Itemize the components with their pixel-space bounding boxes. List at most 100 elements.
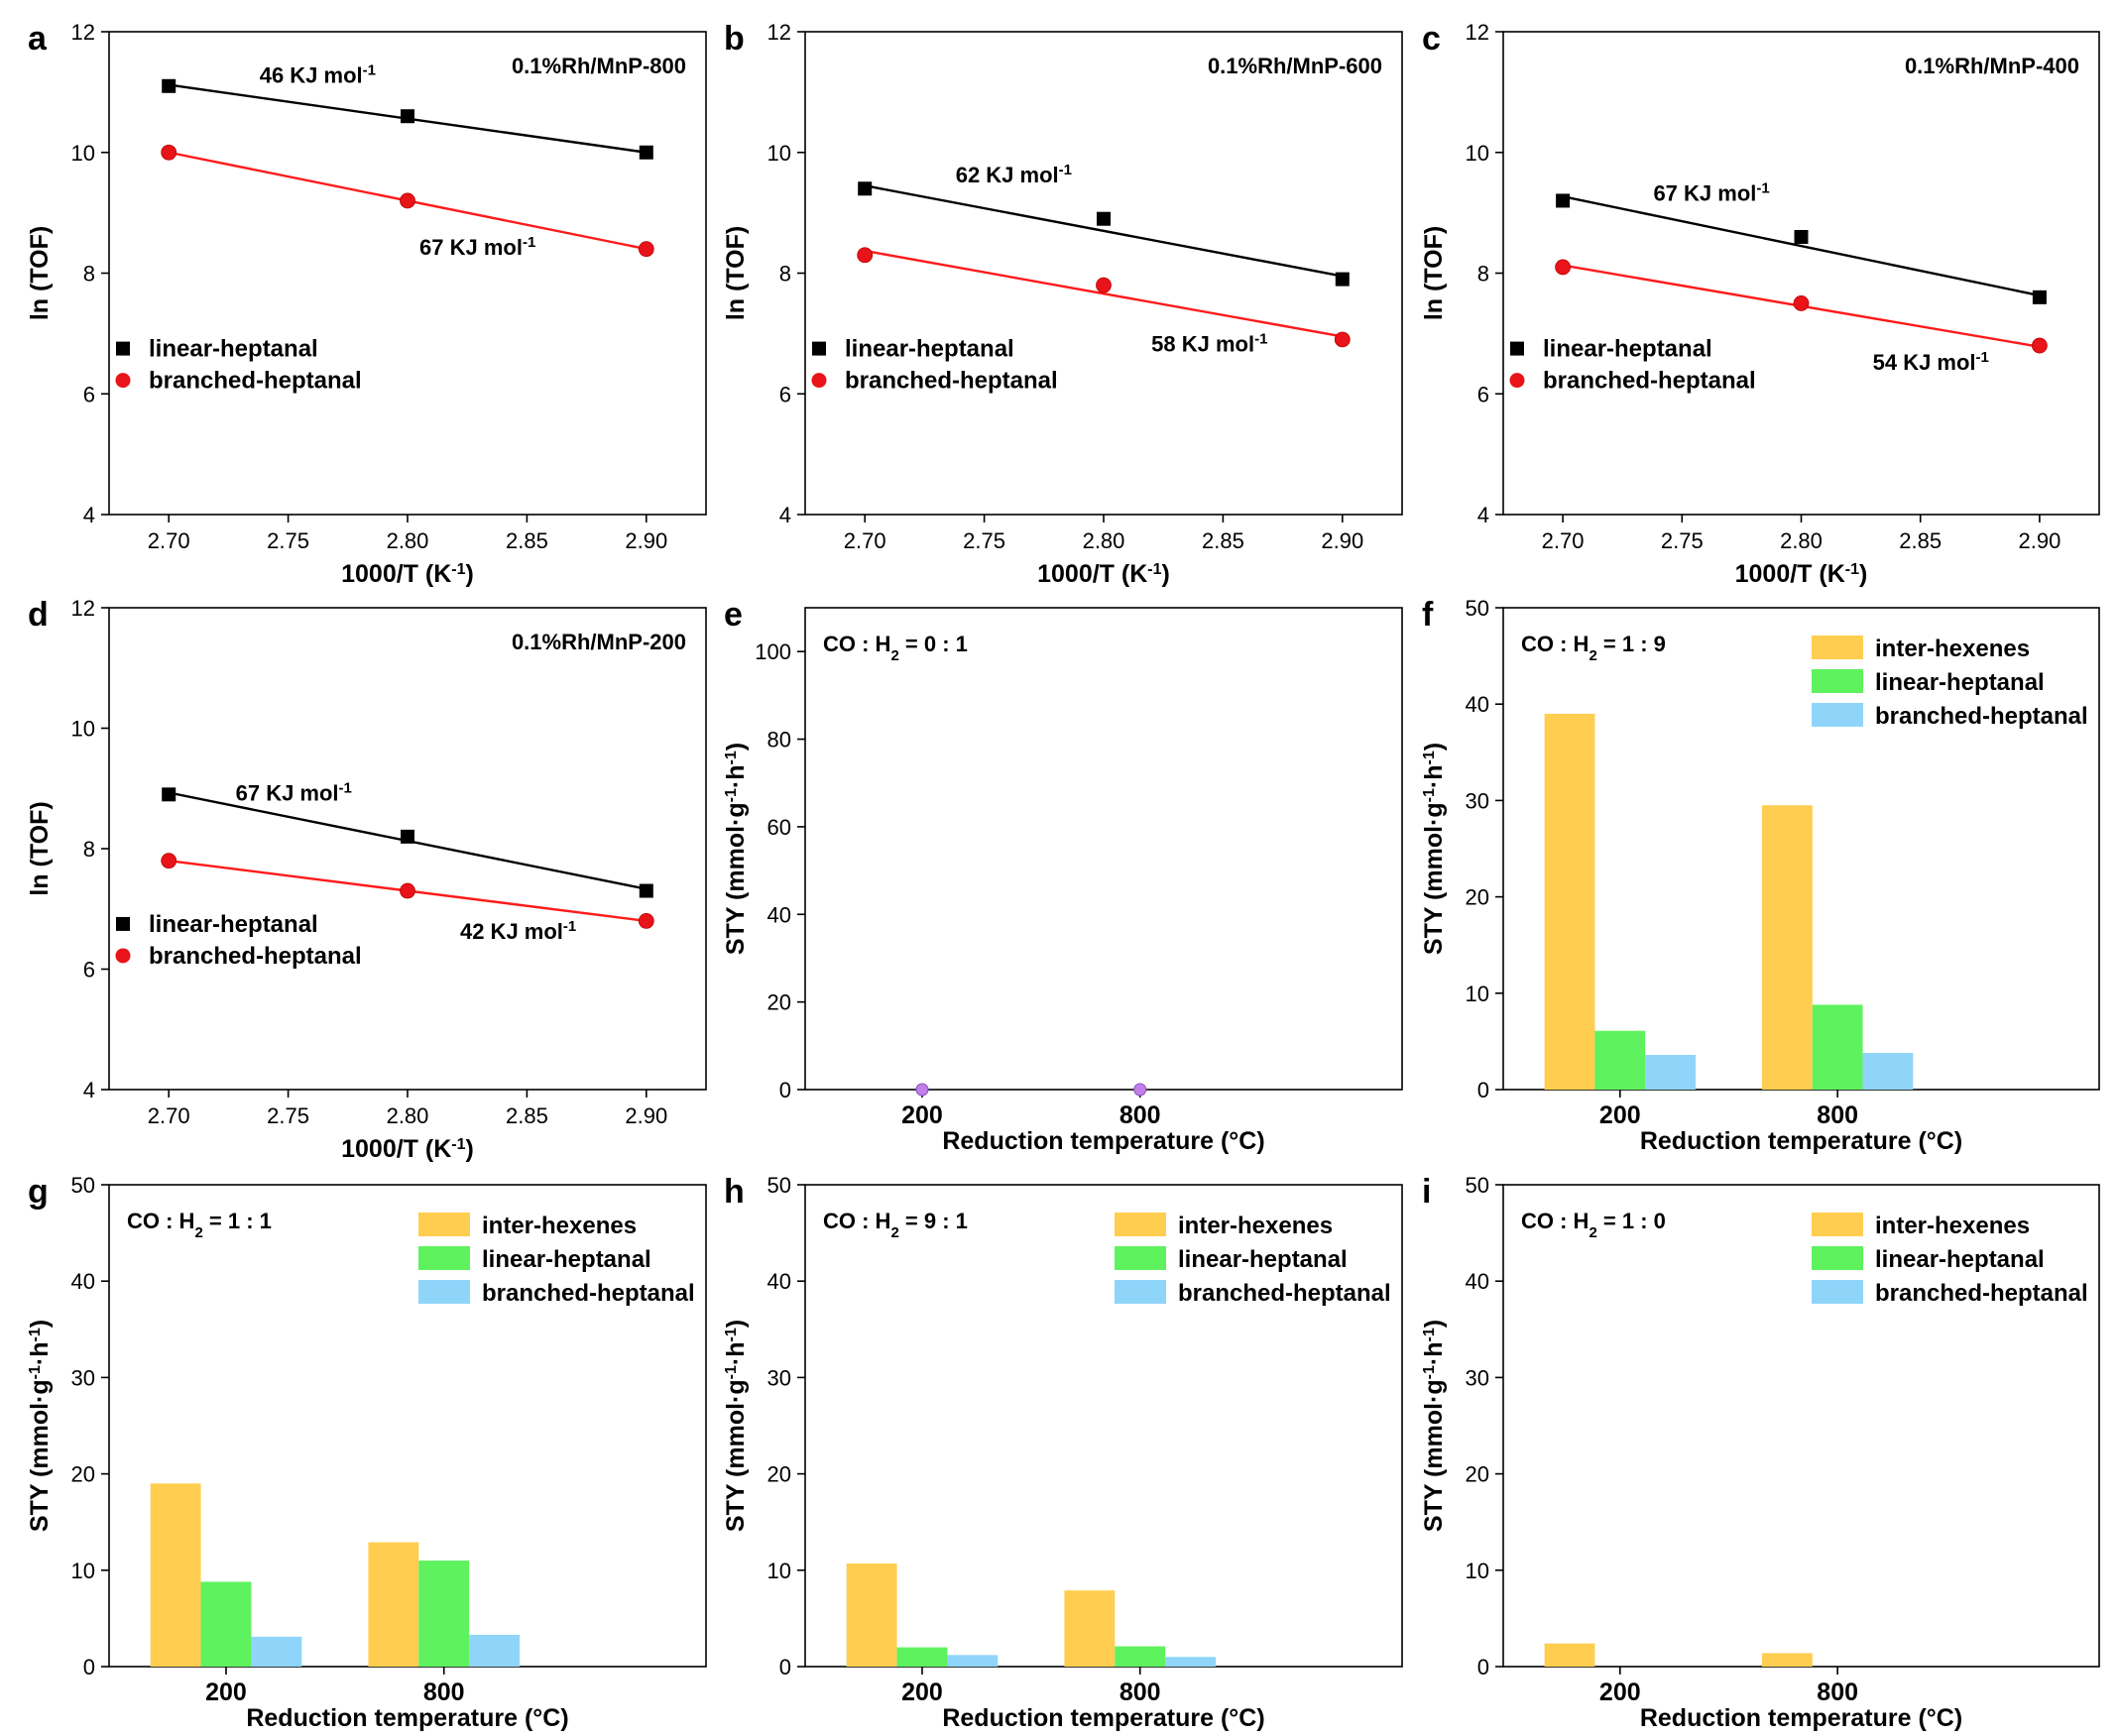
x-axis-title: 1000/T (K-1) [1037, 560, 1170, 588]
y-tick-label: 6 [779, 382, 791, 406]
x-tick-label: 2.80 [387, 528, 429, 553]
condition-label: CO : H2 = 1 : 1 [127, 1209, 272, 1241]
y-tick-label: 6 [83, 382, 95, 406]
panel-letter-d: d [28, 596, 49, 634]
legend-swatch [418, 1213, 470, 1236]
activation-energy-label: 46 KJ mol-1 [260, 61, 376, 88]
y-tick-label: 20 [767, 990, 791, 1015]
panel-d: d 4 6 8 10 12 2.70 2.75 2.80 2.85 2.90 1000/T (K-1)… [26, 596, 707, 1163]
sample-label: 0.1%Rh/MnP-800 [512, 54, 686, 78]
y-axis-title: STY (mmol·g-1·h-1) [1420, 1320, 1448, 1532]
y-tick-label: 4 [83, 503, 95, 527]
legend-swatch [1812, 669, 1863, 693]
activation-energy-label: 67 KJ mol-1 [236, 779, 352, 806]
y-tick-label: 40 [767, 902, 791, 927]
y-tick-label: 40 [71, 1269, 95, 1294]
legend-swatch [1812, 636, 1863, 659]
legend-label: linear-heptanal [482, 1246, 651, 1273]
plot-frame [108, 607, 707, 1091]
data-point-linear [401, 109, 414, 124]
x-axis-title: 1000/T (K-1) [341, 1135, 474, 1163]
y-axis-title: ln (TOF) [26, 801, 54, 895]
zero-value-marker [915, 1083, 929, 1097]
x-tick-label: 2.80 [1780, 528, 1823, 553]
data-point-branched [161, 853, 177, 869]
y-tick-label: 12 [1466, 20, 1489, 45]
x-category-label: 800 [423, 1678, 465, 1706]
y-tick-label: 20 [767, 1462, 791, 1487]
x-category-label: 800 [1817, 1101, 1858, 1129]
x-tick-label: 2.85 [506, 528, 548, 553]
x-category-label: 200 [1599, 1678, 1641, 1706]
legend-label: branched-heptanal [1875, 1280, 2088, 1307]
bar-branched-heptanal [1862, 1053, 1914, 1090]
panel-letter-b: b [724, 20, 745, 58]
x-axis-title: Reduction temperature (°C) [246, 1704, 568, 1732]
x-category-label: 200 [1599, 1101, 1641, 1129]
panel-letter-i: i [1422, 1173, 1431, 1211]
legend-label: branched-heptanal [845, 368, 1058, 395]
y-tick-label: 20 [71, 1462, 95, 1487]
activation-energy-label: 67 KJ mol-1 [419, 234, 535, 261]
y-tick-label: 10 [71, 1559, 95, 1583]
y-tick-label: 10 [1466, 141, 1489, 166]
y-tick-label: 30 [767, 1365, 791, 1390]
data-point-linear [1335, 272, 1350, 287]
y-tick-label: 10 [71, 141, 95, 166]
legend-marker-branched [1509, 373, 1525, 389]
bar-linear-heptanal [418, 1561, 470, 1667]
zero-value-marker [1133, 1083, 1147, 1097]
y-tick-label: 4 [779, 503, 791, 527]
panel-letter-c: c [1422, 20, 1441, 58]
panel-letter-h: h [724, 1173, 745, 1211]
y-tick-label: 12 [767, 20, 791, 45]
x-tick-label: 2.85 [1202, 528, 1244, 553]
legend-swatch [1115, 1213, 1166, 1236]
legend-label: branched-heptanal [1875, 703, 2088, 730]
x-tick-label: 2.70 [844, 528, 886, 553]
bar-branched-heptanal [947, 1655, 999, 1667]
y-tick-label: 6 [83, 958, 95, 983]
activation-energy-label: 62 KJ mol-1 [956, 162, 1072, 188]
legend-swatch [418, 1280, 470, 1304]
y-tick-label: 8 [83, 262, 95, 287]
legend-label: branched-heptanal [482, 1280, 695, 1307]
legend-label: linear-heptanal [1875, 669, 2045, 696]
x-tick-label: 2.80 [1083, 528, 1125, 553]
legend-label: linear-heptanal [1875, 1246, 2045, 1273]
data-point-branched [638, 913, 654, 929]
plot-frame [1502, 31, 2100, 516]
panel-letter-g: g [28, 1173, 49, 1211]
y-axis-title: STY (mmol·g-1·h-1) [26, 1320, 54, 1532]
y-tick-label: 8 [1477, 262, 1489, 287]
legend-marker-linear [116, 916, 130, 931]
data-point-linear [1556, 193, 1571, 208]
bar-inter-hexenes [1544, 713, 1595, 1090]
y-axis-title: ln (TOF) [722, 226, 750, 320]
fit-line-linear [1562, 195, 2041, 297]
y-tick-label: 10 [1466, 982, 1489, 1006]
data-point-branched [400, 192, 415, 209]
panel-a: a 4 6 8 10 12 2.70 2.75 2.80 2.85 2.90 1000/T (K-1)… [26, 20, 707, 588]
y-tick-label: 0 [779, 1655, 791, 1679]
y-tick-label: 20 [1466, 1462, 1489, 1487]
legend-marker-linear [116, 341, 130, 356]
panel-letter-e: e [724, 596, 743, 634]
y-tick-label: 0 [1477, 1078, 1489, 1102]
fit-line-branched [864, 249, 1344, 338]
legend-swatch [1812, 1280, 1863, 1304]
panel-c: c 4 6 8 10 12 2.70 2.75 2.80 2.85 2.90 1000/T (K-1)… [1420, 20, 2100, 588]
data-point-branched [1793, 295, 1810, 311]
data-point-linear [1794, 229, 1809, 244]
bar-linear-heptanal [1812, 1004, 1863, 1090]
x-category-label: 200 [205, 1678, 247, 1706]
y-tick-label: 30 [1466, 788, 1489, 813]
legend-marker-branched [115, 948, 131, 964]
y-tick-label: 30 [1466, 1365, 1489, 1390]
y-tick-label: 50 [767, 1173, 791, 1198]
legend-label: inter-hexenes [1875, 1213, 2030, 1239]
data-point-linear [639, 145, 653, 160]
legend-label: branched-heptanal [1543, 368, 1756, 395]
